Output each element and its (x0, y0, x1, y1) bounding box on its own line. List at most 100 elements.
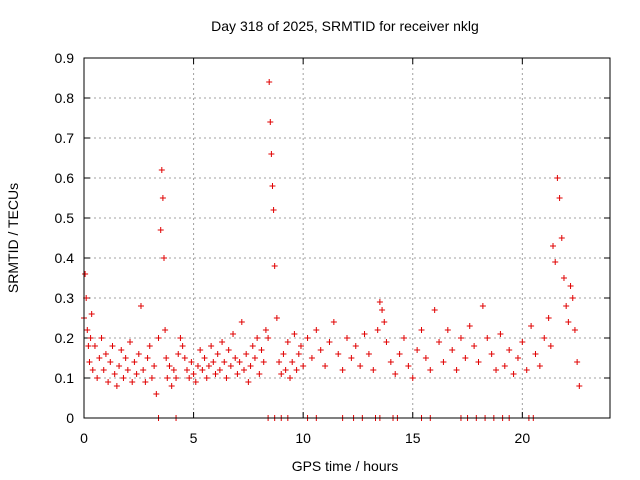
data-point (536, 363, 543, 369)
data-point (376, 299, 383, 305)
data-point (267, 119, 274, 125)
data-point (159, 195, 166, 201)
data-point (532, 351, 539, 357)
data-point (151, 363, 158, 369)
data-point (560, 275, 567, 281)
data-point (163, 355, 170, 361)
data-point (335, 351, 342, 357)
data-point (545, 315, 552, 321)
x-tick-label: 5 (190, 430, 198, 446)
x-axis: 0 5 10 15 20 (80, 58, 530, 446)
data-points (81, 79, 583, 421)
data-point (89, 367, 96, 373)
data-point (88, 311, 95, 317)
data-point (284, 339, 291, 345)
data-point (436, 339, 443, 345)
data-point (100, 367, 107, 373)
data-point (269, 183, 276, 189)
data-point (105, 379, 112, 385)
data-point (140, 367, 147, 373)
data-point (383, 339, 390, 345)
data-point (249, 343, 256, 349)
data-point (554, 175, 561, 181)
data-point (293, 367, 300, 373)
data-point (127, 339, 134, 345)
y-tick-label: 0.6 (55, 170, 75, 186)
data-point (170, 367, 177, 373)
data-point (116, 363, 123, 369)
data-point (422, 355, 429, 361)
data-point (168, 383, 175, 389)
data-point (462, 355, 469, 361)
data-point (158, 167, 165, 173)
y-tick-label: 0.3 (55, 290, 75, 306)
data-point (190, 371, 197, 377)
data-point (122, 355, 129, 361)
data-point (96, 355, 103, 361)
data-point (175, 351, 182, 357)
data-point (184, 367, 191, 373)
data-point (230, 331, 237, 337)
data-point (256, 371, 263, 377)
data-point (247, 363, 254, 369)
data-point (501, 363, 508, 369)
data-point (210, 359, 217, 365)
data-point (173, 375, 180, 381)
data-point (201, 355, 208, 361)
plot-frame (83, 57, 611, 419)
data-point (282, 367, 289, 373)
data-point (409, 375, 416, 381)
y-tick-label: 0.4 (55, 250, 75, 266)
data-point (238, 319, 245, 325)
y-tick-label: 0.2 (55, 330, 75, 346)
data-point (488, 351, 495, 357)
data-point (177, 335, 184, 341)
data-point (109, 343, 116, 349)
data-point (87, 335, 94, 341)
data-point (574, 359, 581, 365)
data-point (297, 343, 304, 349)
data-point (85, 343, 92, 349)
x-tick-label: 0 (80, 430, 88, 446)
data-point (326, 339, 333, 345)
data-point (107, 359, 114, 365)
data-point (199, 367, 206, 373)
data-point (304, 335, 311, 341)
data-point (427, 367, 434, 373)
data-point (444, 327, 451, 333)
data-point (214, 351, 221, 357)
data-point (86, 359, 93, 365)
data-point (567, 283, 574, 289)
data-point (276, 359, 283, 365)
data-point (379, 307, 386, 313)
data-point (192, 379, 199, 385)
data-point (414, 347, 421, 353)
data-point (400, 335, 407, 341)
data-point (221, 359, 228, 365)
data-point (265, 335, 272, 341)
y-axis-label: SRMTID / TECUs (5, 183, 21, 293)
data-point (240, 367, 247, 373)
data-point (232, 355, 239, 361)
data-point (260, 359, 267, 365)
data-point (519, 339, 526, 345)
data-point (216, 367, 223, 373)
data-point (146, 343, 153, 349)
data-point (203, 375, 210, 381)
data-point (94, 375, 101, 381)
data-point (289, 359, 296, 365)
data-point (374, 327, 381, 333)
data-point (227, 363, 234, 369)
data-point (280, 351, 287, 357)
data-point (405, 363, 412, 369)
data-point (258, 347, 265, 353)
y-axis: 0 0.1 0.2 0.3 0.4 0.5 0.6 0.7 0.8 0.9 (55, 50, 610, 426)
data-point (291, 331, 298, 337)
data-point (514, 355, 521, 361)
data-point (273, 315, 280, 321)
data-point (84, 327, 91, 333)
data-point (523, 367, 530, 373)
data-point (135, 351, 142, 357)
data-point (278, 371, 285, 377)
data-point (162, 327, 169, 333)
